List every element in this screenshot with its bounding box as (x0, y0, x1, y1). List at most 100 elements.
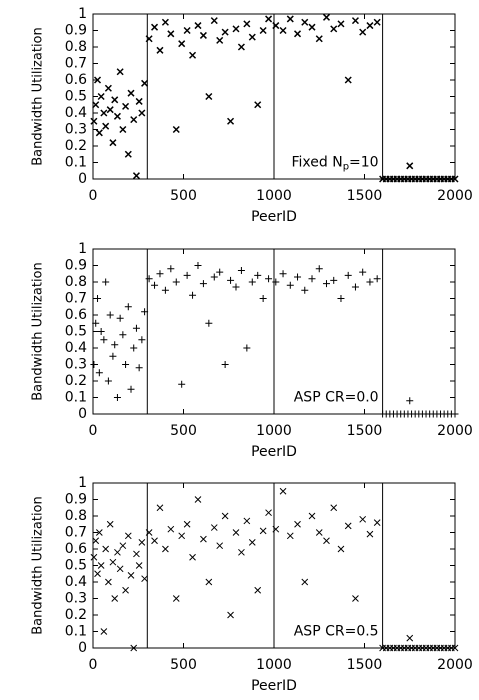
data-point (337, 545, 345, 553)
x-tick-label: 0 (89, 188, 98, 204)
data-point (232, 25, 240, 33)
data-point (92, 101, 100, 109)
data-point (344, 76, 352, 84)
data-point (119, 542, 127, 550)
data-point (315, 265, 323, 273)
data-point (189, 553, 196, 561)
data-point (90, 361, 98, 368)
data-point (116, 68, 124, 76)
y-tick-label: 0.8 (65, 508, 87, 524)
data-point (156, 46, 164, 54)
data-point (167, 525, 175, 533)
data-point (227, 117, 235, 125)
data-point (199, 31, 207, 39)
data-point (178, 532, 186, 540)
data-point (243, 20, 251, 28)
data-point (265, 509, 272, 517)
annotation-background (290, 622, 380, 641)
x-tick-label: 0 (89, 423, 98, 439)
data-point (90, 117, 98, 125)
data-point (194, 496, 202, 503)
data-point (113, 112, 121, 120)
data-point (216, 542, 224, 550)
data-point (95, 529, 103, 536)
data-point (227, 276, 235, 284)
data-point (151, 23, 159, 31)
y-tick-label: 0.2 (65, 373, 87, 389)
data-point (183, 520, 191, 528)
data-point (359, 515, 367, 523)
data-point (216, 268, 224, 276)
data-point (92, 537, 100, 545)
panel: 00.10.20.30.40.50.60.70.80.910 500 1000 150… (31, 475, 473, 694)
data-point (124, 303, 132, 311)
data-point (337, 20, 345, 28)
data-point (109, 139, 117, 147)
y-tick-label: 1 (78, 6, 87, 22)
data-point (145, 35, 153, 43)
data-point (272, 278, 280, 286)
data-point (308, 512, 316, 520)
data-point (100, 628, 108, 635)
y-tick-label: 0 (78, 640, 87, 656)
y-tick-label: 0.3 (65, 357, 87, 373)
data-point (183, 271, 191, 279)
data-point (232, 283, 240, 291)
annotation-subscript: p (343, 162, 349, 173)
data-point (294, 520, 301, 528)
data-point (119, 125, 127, 134)
data-point (124, 532, 132, 540)
data-point (104, 84, 112, 92)
data-point (308, 275, 316, 283)
data-point (127, 572, 135, 579)
data-point (248, 33, 256, 41)
y-tick-label: 0 (78, 171, 87, 187)
annotation-background (288, 153, 380, 174)
y-tick-label: 0.4 (65, 340, 87, 356)
data-point (221, 28, 229, 36)
data-point (162, 545, 169, 553)
data-point (183, 26, 191, 35)
data-point (366, 22, 374, 30)
data-point (344, 522, 352, 530)
data-point (102, 122, 110, 130)
data-point (161, 18, 169, 26)
data-point (373, 275, 381, 283)
annotation-text: Fixed N (291, 155, 342, 171)
x-tick-label: 500 (170, 657, 197, 673)
data-point (344, 271, 352, 279)
data-point (119, 331, 127, 339)
data-point (315, 529, 323, 536)
data-point (351, 17, 359, 25)
data-point (322, 280, 330, 288)
data-point (94, 570, 101, 578)
data-point (135, 364, 143, 372)
data-point (293, 30, 302, 38)
x-tick-label: 2000 (437, 423, 473, 439)
data-point (286, 15, 294, 23)
annotation: ASP CR=0.5 (294, 624, 379, 640)
data-point (254, 101, 262, 109)
y-axis-label: Bandwidth Utilization (31, 27, 46, 165)
data-point (138, 539, 146, 546)
data-point (352, 595, 359, 602)
data-point (97, 328, 105, 335)
y-tick-label: 0.4 (65, 105, 87, 121)
y-tick-label: 0.1 (65, 624, 87, 640)
data-point (279, 270, 287, 278)
data-point (111, 595, 119, 602)
data-point (138, 336, 146, 344)
data-point (122, 361, 130, 368)
data-point (330, 25, 338, 33)
data-point (130, 344, 138, 352)
data-point (135, 97, 143, 105)
y-tick-label: 0.7 (65, 291, 87, 307)
data-point (451, 410, 459, 418)
y-tick-label: 0.9 (65, 258, 87, 274)
data-point (167, 30, 175, 38)
x-tick-label: 1500 (347, 657, 383, 673)
data-point (100, 109, 108, 117)
data-point (100, 336, 108, 344)
data-point (359, 28, 367, 36)
data-point (254, 271, 262, 279)
